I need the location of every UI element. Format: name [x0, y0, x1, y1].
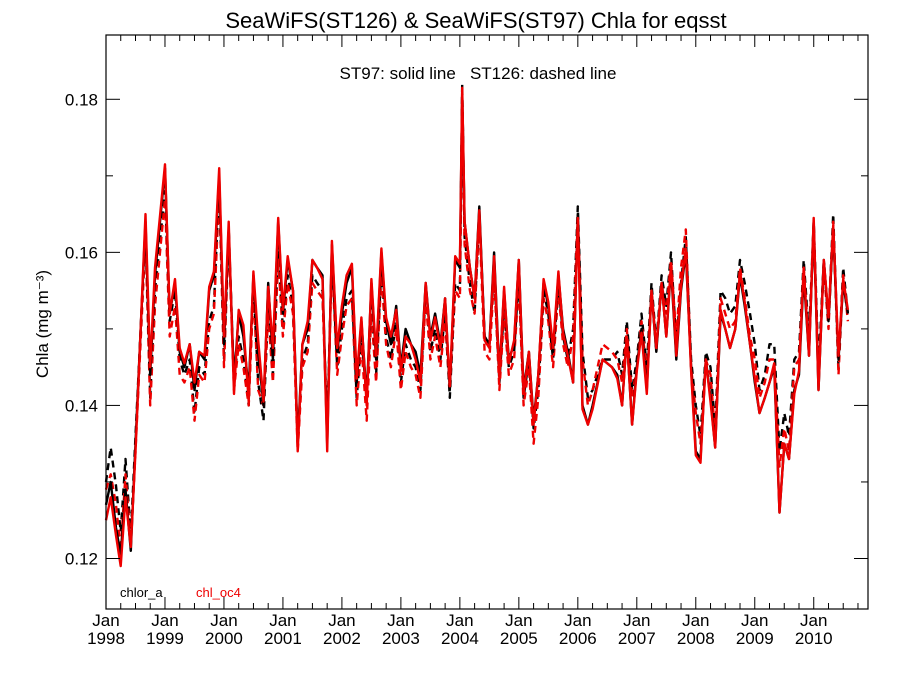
x-tick-label-month: Jan — [741, 611, 768, 630]
x-tick-label-month: Jan — [505, 611, 532, 630]
series-line-2-dashed — [104, 98, 850, 552]
x-tick-label-month: Jan — [682, 611, 709, 630]
x-tick-label-year: 2000 — [205, 629, 243, 648]
y-tick-label: 0.18 — [65, 90, 98, 109]
x-tick-label-month: Jan — [210, 611, 237, 630]
x-tick-label-year: 2007 — [618, 629, 656, 648]
x-tick-label-month: Jan — [387, 611, 414, 630]
x-tick-label-year: 2001 — [264, 629, 302, 648]
x-tick-label-month: Jan — [564, 611, 591, 630]
y-axis-label: Chla (mg m⁻³) — [33, 270, 52, 378]
y-tick-label: 0.12 — [65, 549, 98, 568]
x-tick-label-year: 2003 — [382, 629, 420, 648]
x-tick-label-month: Jan — [800, 611, 827, 630]
x-tick-label-month: Jan — [446, 611, 473, 630]
legend-label-chlor_a: chlor_a — [120, 585, 163, 600]
x-tick-label-month: Jan — [623, 611, 650, 630]
x-tick-label-year: 2008 — [677, 629, 715, 648]
plot-frame — [105, 34, 869, 610]
x-tick-label-year: 2005 — [500, 629, 538, 648]
x-tick-label-year: 2009 — [736, 629, 774, 648]
plot-area: 0.120.140.160.18Jan1998Jan1999Jan2000Jan… — [65, 34, 869, 648]
x-tick-label-year: 2002 — [323, 629, 361, 648]
x-tick-label-year: 2004 — [441, 629, 479, 648]
x-tick-label-month: Jan — [269, 611, 296, 630]
chart-title: SeaWiFS(ST126) & SeaWiFS(ST97) Chla for … — [225, 8, 726, 33]
series-line-4-solid — [104, 86, 850, 568]
x-tick-label-year: 2010 — [795, 629, 833, 648]
line-style-annotation: ST97: solid line ST126: dashed line — [340, 64, 617, 83]
x-tick-label-year: 1998 — [87, 629, 125, 648]
legend-label-chl_oc4: chl_oc4 — [196, 585, 241, 600]
y-tick-label: 0.14 — [65, 396, 98, 415]
x-tick-label-month: Jan — [151, 611, 178, 630]
x-tick-label-year: 2006 — [559, 629, 597, 648]
x-tick-label-year: 1999 — [146, 629, 184, 648]
y-tick-label: 0.16 — [65, 243, 98, 262]
x-tick-label-month: Jan — [92, 611, 119, 630]
x-tick-label-month: Jan — [328, 611, 355, 630]
